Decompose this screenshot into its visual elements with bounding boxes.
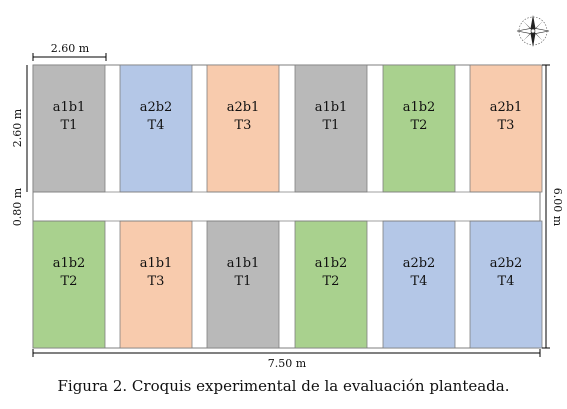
plot-factor-label: a1b2 [53,256,86,271]
total-width-label: 7.50 m [268,357,307,370]
plot-factor-label: a2b2 [403,256,436,271]
plot-factor-label: a1b2 [315,256,348,271]
plot-factor-label: a1b1 [140,256,173,271]
plot-cell: a1b1 T1 [32,64,106,193]
plot-factor-label: a1b1 [315,100,348,115]
plot-treatment-label: T4 [411,274,428,289]
plot-factor-label: a2b1 [490,100,523,115]
total-height-dimension: 6.00 m [542,64,564,349]
plot-treatment-label: T1 [61,118,78,133]
plot-factor-label: a2b2 [490,256,523,271]
plot-factor-label: a2b1 [227,100,260,115]
plot-treatment-label: T1 [235,274,252,289]
plot-cell: a2b1 T3 [206,64,280,193]
plot-cell: a1b1 T1 [294,64,368,193]
plot-treatment-label: T3 [235,118,252,133]
plot-cell: a2b2 T4 [119,64,193,193]
plot-rect [206,220,280,349]
plot-height-label: 2.60 m [11,108,24,147]
plot-rect [119,64,193,193]
plot-cell: a2b2 T4 [382,220,456,349]
plot-treatment-label: T3 [498,118,515,133]
plot-rect [119,220,193,349]
plot-cell: a2b1 T3 [469,64,543,193]
plot-treatment-label: T2 [61,274,78,289]
plots-grid: a1b1 T1 a2b2 T4 a2b1 T3 a1b1 T1 a1b2 T2 a2b1 T3 a1b2… [32,64,543,349]
plot-rect [469,220,543,349]
aisle-dimension: 0.80 m [11,187,24,226]
plot-width-dimension: 2.60 m [32,42,107,61]
compass-rose-icon [516,15,550,47]
plot-rect [32,64,106,193]
field-outline [32,64,541,349]
aisle-label: 0.80 m [11,187,24,226]
plot-cell: a1b1 T3 [119,220,193,349]
plot-treatment-label: T4 [498,274,515,289]
plot-factor-label: a1b2 [403,100,436,115]
plot-rect [382,220,456,349]
plot-treatment-label: T3 [148,274,165,289]
plot-factor-label: a1b1 [53,100,86,115]
total-width-dimension: 7.50 m [32,349,541,370]
plot-cell: a1b2 T2 [382,64,456,193]
plot-treatment-label: T2 [411,118,428,133]
plot-factor-label: a1b1 [227,256,260,271]
plot-rect [382,64,456,193]
plot-cell: a2b2 T4 [469,220,543,349]
plot-rect [32,220,106,349]
figure-caption: Figura 2. Croquis experimental de la eva… [57,377,510,395]
total-height-label: 6.00 m [551,188,564,227]
plot-treatment-label: T2 [323,274,340,289]
plot-cell: a1b1 T1 [206,220,280,349]
plot-treatment-label: T1 [323,118,340,133]
plot-width-label: 2.60 m [51,42,90,55]
plot-rect [206,64,280,193]
plot-height-dimension: 2.60 m [11,65,28,192]
plot-rect [294,64,368,193]
plot-cell: a1b2 T2 [32,220,106,349]
plot-treatment-label: T4 [148,118,165,133]
plot-cell: a1b2 T2 [294,220,368,349]
plot-factor-label: a2b2 [140,100,173,115]
plot-rect [469,64,543,193]
